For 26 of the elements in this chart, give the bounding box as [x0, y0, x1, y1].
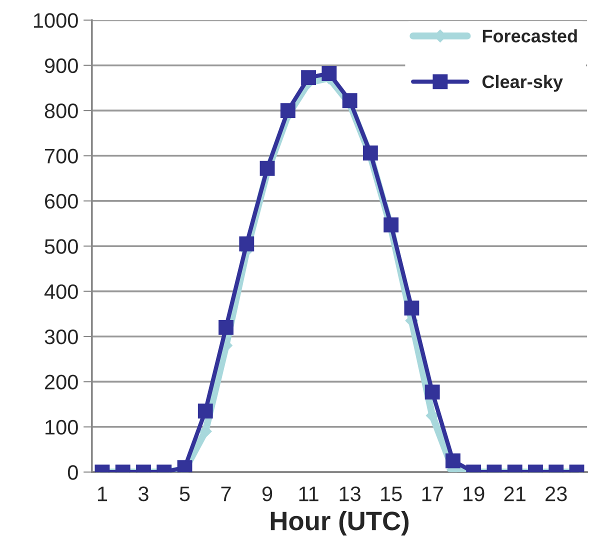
x-tick-label: 19: [464, 486, 484, 502]
x-tick-label: 11: [299, 486, 318, 502]
x-tick-label: 23: [546, 486, 567, 502]
x-tick-label: 21: [504, 486, 526, 502]
x-tick-label: 15: [381, 486, 402, 502]
x-tick-label: 13: [340, 486, 360, 502]
x-tick-label: 5: [180, 486, 190, 502]
y-tick-label: 1000: [34, 13, 78, 28]
x-tick-label: 3: [138, 486, 148, 502]
legend-label: Forecasted: [482, 29, 577, 42]
x-axis-title: Hour (UTC): [270, 510, 409, 536]
y-tick-label: 600: [45, 194, 78, 209]
y-tick-label: 0: [68, 465, 78, 480]
legend-label: Clear-sky: [482, 74, 563, 92]
y-tick-label: 300: [44, 330, 78, 344]
y-tick-label: 200: [45, 374, 78, 390]
x-tick-label: 9: [262, 486, 272, 502]
y-tick-label: 900: [44, 58, 78, 74]
y-tick-label: 100: [46, 420, 78, 435]
x-tick-label: 17: [422, 486, 443, 502]
y-tick-label: 800: [44, 104, 78, 118]
y-tick-label: 500: [44, 239, 78, 254]
y-tick-label: 700: [45, 148, 78, 164]
y-tick-label: 400: [44, 284, 78, 300]
x-tick-label: 1: [98, 486, 108, 502]
x-tick-label: 7: [221, 486, 231, 502]
